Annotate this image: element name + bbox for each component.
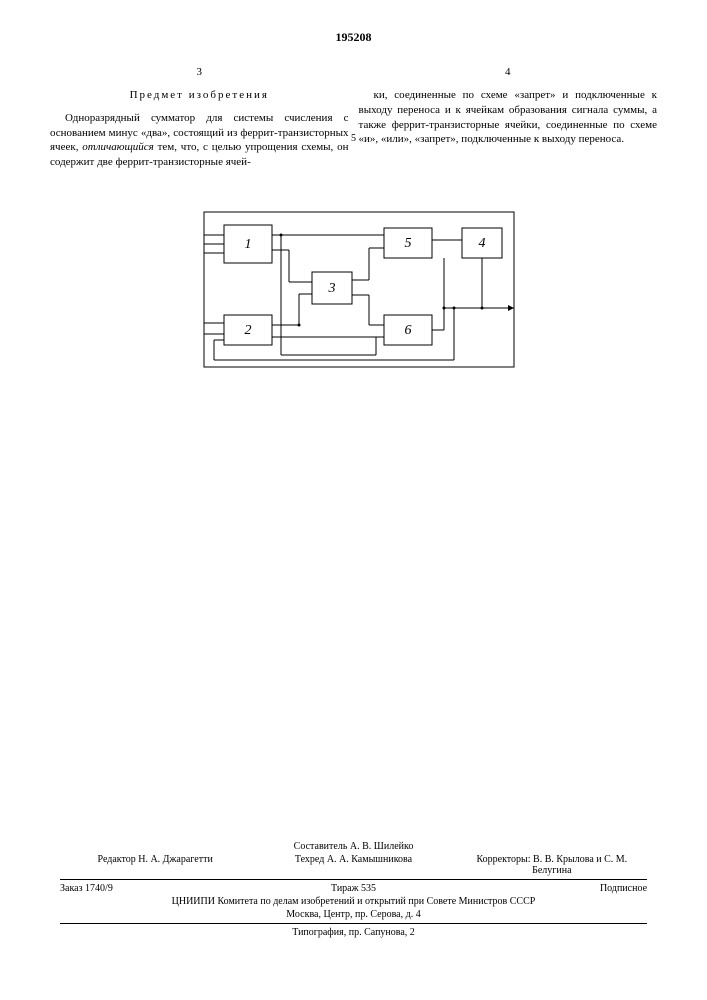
signed: Подписное <box>451 883 647 894</box>
printer: Типография, пр. Сапунова, 2 <box>60 927 647 938</box>
svg-text:5: 5 <box>404 236 411 251</box>
divider-2 <box>60 923 647 924</box>
text-columns: 3 Предмет изобретения Одноразрядный сумм… <box>50 65 657 170</box>
left-column: 3 Предмет изобретения Одноразрядный сумм… <box>50 65 349 170</box>
correctors: Корректоры: В. В. Крылова и С. М. Белуги… <box>457 854 647 876</box>
line-marker-5: 5 <box>351 133 356 144</box>
left-column-text: Одноразрядный сумматор для системы счисл… <box>50 111 349 170</box>
block-diagram: 1 2 3 5 6 4 <box>184 190 524 393</box>
svg-text:6: 6 <box>404 323 411 338</box>
credits: Редактор Н. А. Джарагетти Техред А. А. К… <box>60 854 647 876</box>
col-num-left: 3 <box>50 65 349 80</box>
document-number: 195208 <box>50 30 657 45</box>
compiler: Составитель А. В. Шилейко <box>60 841 647 852</box>
order: Заказ 1740/9 <box>60 883 256 894</box>
svg-text:1: 1 <box>244 237 251 252</box>
section-heading: Предмет изобретения <box>50 88 349 103</box>
svg-text:3: 3 <box>327 281 335 296</box>
svg-text:2: 2 <box>244 323 251 338</box>
footer: Составитель А. В. Шилейко Редактор Н. А.… <box>60 841 647 940</box>
svg-text:4: 4 <box>478 236 485 251</box>
col-num-right: 4 <box>359 65 658 80</box>
right-column-text: ки, соединенные по схеме «запрет» и подк… <box>359 88 658 147</box>
techred: Техред А. А. Камышникова <box>258 854 448 865</box>
right-column: 4 ки, соединенные по схеме «запрет» и по… <box>359 65 658 170</box>
org: ЦНИИПИ Комитета по делам изобретений и о… <box>60 896 647 907</box>
tirage: Тираж 535 <box>256 883 452 894</box>
divider <box>60 879 647 880</box>
order-row: Заказ 1740/9 Тираж 535 Подписное <box>60 883 647 894</box>
address: Москва, Центр, пр. Серова, д. 4 <box>60 909 647 920</box>
editor: Редактор Н. А. Джарагетти <box>60 854 250 865</box>
